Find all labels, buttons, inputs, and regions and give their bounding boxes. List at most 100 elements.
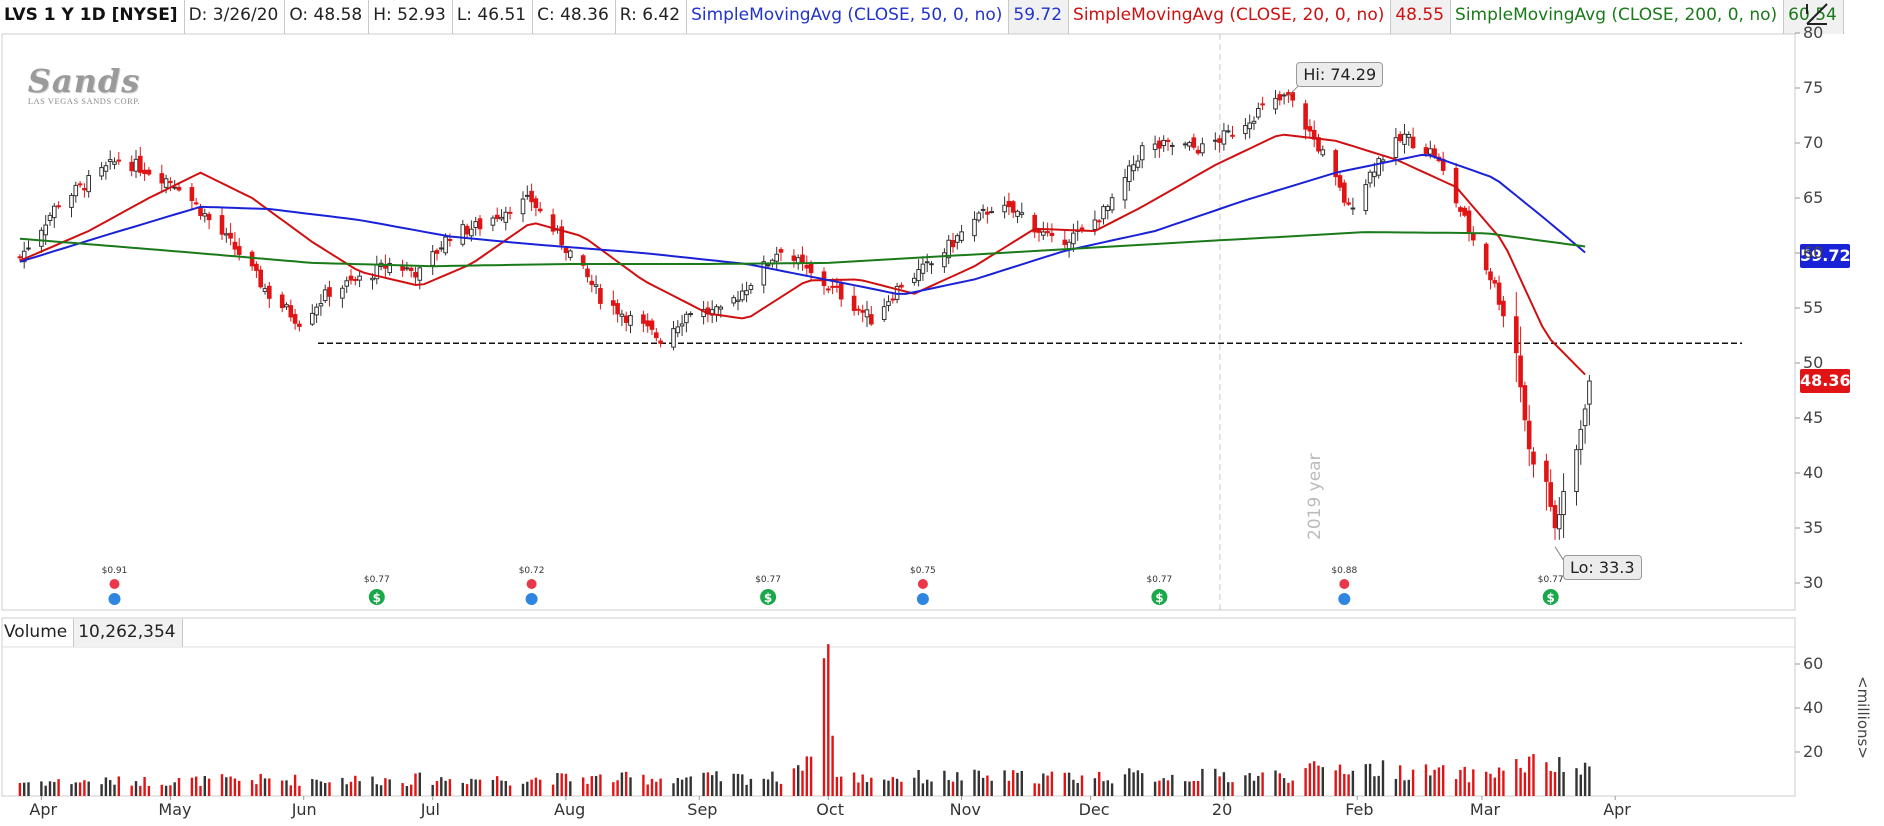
volume-bar bbox=[1033, 783, 1036, 796]
x-tick-label: Apr bbox=[1603, 800, 1631, 819]
volume-bar bbox=[1407, 779, 1410, 796]
candle-body bbox=[688, 313, 694, 316]
candle-body bbox=[499, 216, 504, 220]
volume-bar bbox=[1141, 773, 1144, 796]
candle-body bbox=[146, 169, 152, 175]
volume-bar bbox=[521, 783, 525, 796]
volume-bar bbox=[225, 777, 228, 796]
volume-bar bbox=[1196, 780, 1200, 796]
volume-bar bbox=[444, 780, 447, 796]
candle-body bbox=[142, 169, 147, 174]
volume-bar bbox=[1575, 768, 1578, 796]
volume-bar bbox=[680, 779, 684, 796]
candle-body bbox=[1273, 97, 1278, 110]
logo-subtitle: LAS VEGAS SANDS CORP. bbox=[27, 96, 141, 106]
volume-bar bbox=[1368, 763, 1372, 796]
volume-bar bbox=[1347, 774, 1350, 796]
candle-body bbox=[494, 214, 500, 219]
candle-body bbox=[1492, 280, 1498, 284]
candle-body bbox=[1131, 164, 1136, 172]
volume-bar bbox=[113, 784, 116, 796]
volume-bar bbox=[1110, 783, 1114, 796]
candle-body bbox=[563, 247, 569, 253]
volume-bar bbox=[491, 779, 495, 796]
candle-body bbox=[864, 309, 870, 318]
candle-body bbox=[1105, 205, 1111, 212]
candle-body bbox=[774, 253, 780, 262]
candle-body bbox=[1195, 149, 1201, 154]
sma50-legend[interactable]: SimpleMovingAvg (CLOSE, 50, 0, no) bbox=[687, 0, 1010, 34]
volume-bar bbox=[289, 785, 292, 796]
drawing-tool-icon[interactable] bbox=[1804, 2, 1830, 28]
candle-body bbox=[585, 268, 590, 278]
volume-label: Volume bbox=[0, 619, 75, 647]
candle-body bbox=[288, 305, 294, 318]
candle-body bbox=[718, 306, 724, 310]
volume-bar bbox=[1153, 781, 1157, 796]
volume-bar bbox=[539, 779, 542, 796]
volume-bar bbox=[177, 778, 181, 796]
volume-bar bbox=[990, 780, 993, 796]
candle-body bbox=[1015, 210, 1020, 217]
volume-bar bbox=[1201, 768, 1204, 796]
volume-bar bbox=[169, 785, 172, 796]
volume-bar bbox=[173, 782, 176, 796]
candle-body bbox=[254, 263, 259, 271]
candle-body bbox=[292, 314, 298, 324]
volume-bar bbox=[1523, 772, 1527, 796]
volume-bar bbox=[1545, 762, 1548, 796]
volume-bar bbox=[500, 780, 503, 796]
candle-body bbox=[856, 308, 861, 311]
volume-bar bbox=[504, 781, 507, 796]
candle-body bbox=[279, 294, 285, 308]
volume-bar bbox=[388, 779, 391, 796]
sma20-legend[interactable]: SimpleMovingAvg (CLOSE, 20, 0, no) bbox=[1069, 0, 1392, 34]
candle-body bbox=[77, 183, 83, 186]
volume-bar bbox=[951, 781, 955, 796]
candle-body bbox=[1045, 231, 1050, 234]
volume-bar bbox=[1411, 769, 1415, 796]
price-tick-label: 65 bbox=[1803, 188, 1824, 207]
volume-bar bbox=[1343, 773, 1346, 796]
volume-bar bbox=[1377, 775, 1380, 796]
volume-bar bbox=[956, 772, 959, 796]
candle-body bbox=[533, 198, 539, 209]
candle-body bbox=[924, 261, 930, 264]
candle-body bbox=[800, 254, 805, 264]
candle-body bbox=[645, 320, 651, 327]
sma200-line bbox=[19, 231, 1586, 268]
candle-body bbox=[1458, 207, 1463, 212]
candle-body bbox=[920, 263, 926, 274]
volume-bar bbox=[1171, 774, 1174, 796]
high-label: H: 52.93 bbox=[369, 0, 453, 34]
candle-body bbox=[1501, 300, 1506, 317]
candle-body bbox=[1096, 220, 1102, 223]
volume-bar bbox=[1313, 761, 1316, 796]
candle-body bbox=[834, 285, 840, 288]
volume-bar bbox=[659, 778, 662, 796]
dividend-icon bbox=[1542, 589, 1559, 605]
candle-body bbox=[912, 277, 917, 283]
candle-body bbox=[525, 194, 530, 197]
volume-bar bbox=[44, 785, 47, 796]
event-value-label: $0.77 bbox=[1146, 575, 1173, 585]
volume-bar bbox=[496, 776, 499, 796]
candle-body bbox=[1587, 380, 1592, 405]
candle-body bbox=[1122, 177, 1128, 201]
volume-bar bbox=[410, 784, 413, 796]
candle-body bbox=[133, 158, 139, 172]
volume-bar bbox=[530, 779, 533, 796]
candle-body bbox=[1526, 420, 1532, 450]
candle-body bbox=[1363, 184, 1369, 212]
candle-body bbox=[1471, 233, 1476, 241]
volume-bar bbox=[676, 777, 679, 796]
symbol-label[interactable]: LVS 1 Y 1D [NYSE] bbox=[0, 0, 185, 34]
price-tick-label: 80 bbox=[1803, 23, 1824, 42]
candle-body bbox=[1548, 482, 1554, 507]
sma200-legend[interactable]: SimpleMovingAvg (CLOSE, 200, 0, no) bbox=[1451, 0, 1785, 34]
volume-bar bbox=[414, 773, 417, 796]
candle-body bbox=[129, 161, 134, 172]
volume-bar bbox=[341, 777, 344, 796]
logo-word: Sands bbox=[27, 62, 141, 100]
